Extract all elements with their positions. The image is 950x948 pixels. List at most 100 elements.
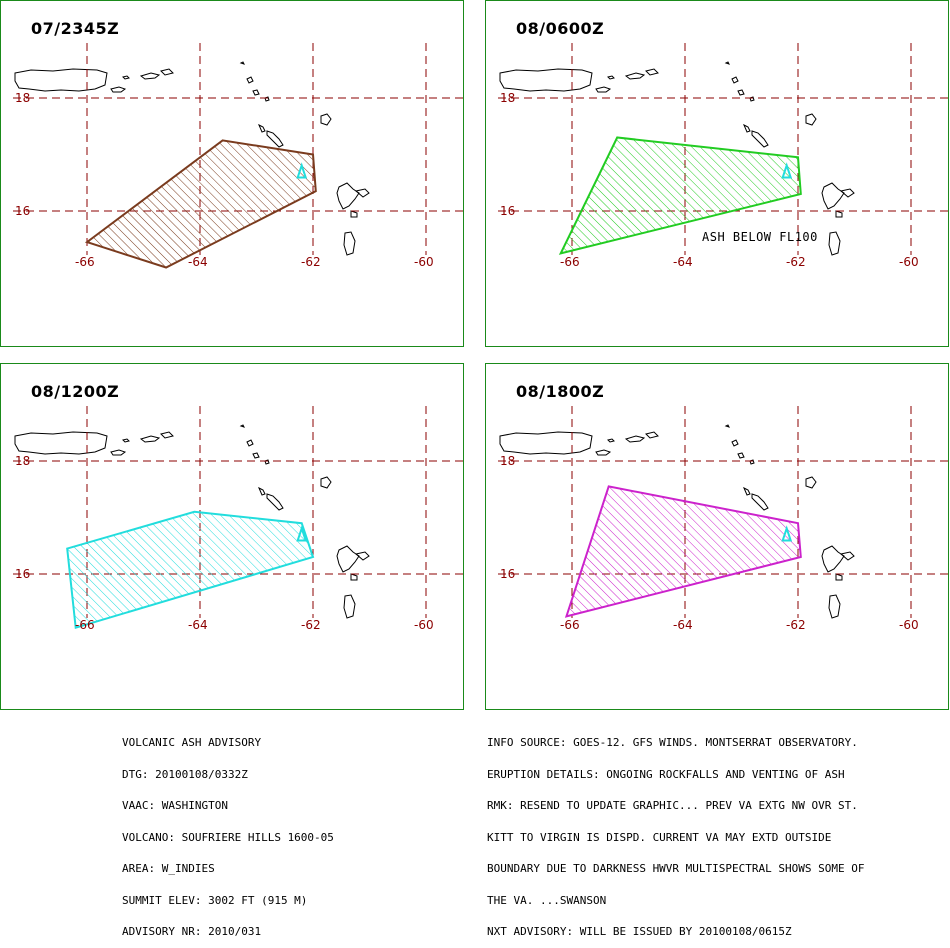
guadeloupe-coast [821,545,845,573]
lon-label: -62 [786,618,806,632]
guadeloupe-coast [354,551,370,561]
antigua-coast [320,476,332,489]
lon-label: -64 [673,618,693,632]
island-coast [246,439,254,447]
lon-label: -64 [188,618,208,632]
map-canvas [498,406,948,619]
virgin-islands-coast [624,435,646,443]
island-coast [258,123,266,133]
lon-label: -60 [899,618,919,632]
lon-label: -60 [899,255,919,269]
panel-title: 08/1800Z [516,382,605,401]
advisory-line: SUMMIT ELEV: 3002 FT (915 M) [122,893,308,907]
antigua-coast [805,113,817,126]
guadeloupe-coast [336,182,360,210]
lon-label: -66 [560,255,580,269]
island-coast [122,75,130,80]
island-coast [607,438,615,443]
guadeloupe-coast [336,545,360,573]
map-panel-0723452: 07/2345Z 18 16 -66 -64 -62 -60 [0,0,464,347]
advisory-line: BOUNDARY DUE TO DARKNESS HWVR MULTISPECT… [487,862,865,875]
lat-label: 18 [15,91,31,105]
advisory-line: THE VA. ...SWANSON [487,893,607,907]
lon-label: -60 [414,255,434,269]
panel-title: 08/0600Z [516,19,605,38]
lat-label: 18 [500,91,516,105]
volcano-marker-icon [296,525,308,542]
map-panel-080600z: 08/0600Z ASH BELOW FL100 18 16 -66 -64 -62 -6… [485,0,949,347]
volcano-marker-icon [781,525,793,542]
lat-label: 16 [500,567,516,581]
map-canvas [13,43,463,269]
advisory-line: VAAC: WASHINGTON [122,799,228,812]
island-coast [724,61,730,65]
antigua-coast [805,476,817,489]
volcano-marker-icon [296,162,308,179]
island-coast [595,86,612,93]
lat-label: 16 [500,204,516,218]
puerto-rico-coast [499,431,593,455]
virgin-islands-coast [139,72,161,80]
st-kitts-coast [266,493,284,511]
advisory-line: VOLCANO: SOUFRIERE HILLS 1600-05 [122,830,334,844]
lat-label: 16 [15,567,31,581]
virgin-islands-coast [624,72,646,80]
advisory-line: ADVISORY NR: 2010/031 [122,925,262,938]
advisory-info-right: INFO SOURCE: GOES-12. GFS WINDS. MONTSER… [487,717,865,948]
lat-label: 18 [500,454,516,468]
island-coast [835,210,843,218]
virgin-islands-coast [645,68,659,76]
advisory-line: NXT ADVISORY: WILL BE ISSUED BY 20100108… [487,925,792,938]
virgin-islands-coast [160,68,174,76]
lon-label: -64 [673,255,693,269]
advisory-line: INFO SOURCE: GOES-12. GFS WINDS. MONTSER… [487,736,858,749]
lon-label: -60 [414,618,434,632]
island-coast [595,449,612,456]
island-coast [110,449,127,456]
lat-label: 18 [15,454,31,468]
island-coast [749,459,755,465]
guadeloupe-coast [839,188,855,198]
map-panel-081800z: 08/1800Z 18 16 -66 -64 -62 -60 [485,363,949,710]
guadeloupe-coast [821,182,845,210]
advisory-line: AREA: W_INDIES [122,862,215,875]
island-coast [264,96,270,102]
st-kitts-coast [751,493,769,511]
advisory-line: RMK: RESEND TO UPDATE GRAPHIC... PREV VA… [487,799,858,812]
advisory-line: VOLCANIC ASH ADVISORY [122,736,262,749]
island-coast [731,439,739,447]
guadeloupe-coast [354,188,370,198]
lon-label: -66 [75,255,95,269]
lon-label: -62 [301,618,321,632]
st-kitts-coast [751,130,769,148]
island-coast [264,459,270,465]
dominica-coast [828,594,841,619]
ash-annotation: ASH BELOW FL100 [702,230,818,244]
lon-label: -62 [786,255,806,269]
virgin-islands-coast [645,431,659,439]
island-coast [122,438,130,443]
advisory-line: KITT TO VIRGIN IS DISPD. CURRENT VA MAY … [487,830,832,844]
ash-cloud-polygon [558,136,802,255]
island-coast [737,89,745,96]
island-coast [239,424,245,428]
map-canvas [498,43,948,256]
island-coast [749,96,755,102]
panel-title: 07/2345Z [31,19,120,38]
island-coast [246,76,254,84]
island-coast [110,86,127,93]
island-coast [743,486,751,496]
virgin-islands-coast [160,431,174,439]
island-coast [835,573,843,581]
ash-cloud-polygon [66,510,315,630]
dominica-coast [343,231,356,256]
island-coast [607,75,615,80]
lon-label: -62 [301,255,321,269]
island-coast [743,123,751,133]
virgin-islands-coast [139,435,161,443]
island-coast [737,452,745,459]
antigua-coast [320,113,332,126]
advisory-info-left: VOLCANIC ASH ADVISORY DTG: 20100108/0332… [122,717,334,948]
guadeloupe-coast [839,551,855,561]
puerto-rico-coast [14,431,108,455]
